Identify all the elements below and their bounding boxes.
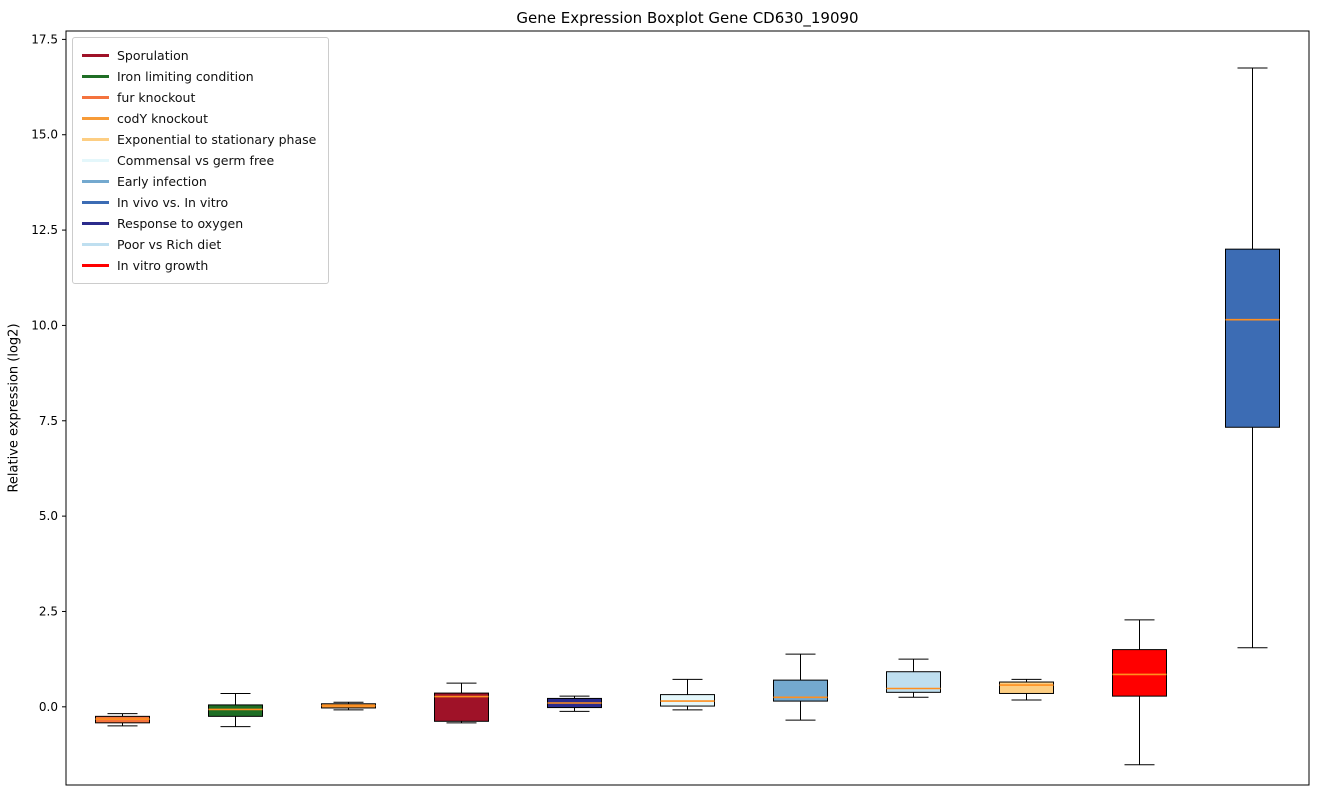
legend-swatch [82, 222, 109, 225]
legend-label: fur knockout [117, 90, 196, 105]
legend-label: codY knockout [117, 111, 209, 126]
legend-item-fur-knockout: fur knockout [82, 87, 316, 108]
legend-swatch [82, 54, 109, 57]
legend-swatch [82, 201, 109, 204]
legend-item-cody-knockout: codY knockout [82, 108, 316, 129]
box-in-vitro-growth [1112, 649, 1167, 697]
legend-label: Early infection [117, 174, 207, 189]
legend-label: Commensal vs germ free [117, 153, 275, 168]
chart-title: Gene Expression Boxplot Gene CD630_19090 [516, 9, 859, 27]
box-poor-vs-rich-diet [886, 671, 941, 693]
legend-swatch [82, 180, 109, 183]
plot-frame [65, 30, 1310, 786]
legend-item-in-vivo-vs-in-vitro: In vivo vs. In vitro [82, 192, 316, 213]
box-iron-limiting-condition [208, 704, 263, 717]
legend-label: In vivo vs. In vitro [117, 195, 229, 210]
box-sporulation [434, 692, 489, 722]
y-tick-label: 0.0 [39, 700, 58, 714]
legend-item-sporulation: Sporulation [82, 45, 316, 66]
legend-swatch [82, 75, 109, 78]
legend-item-iron-limiting-condition: Iron limiting condition [82, 66, 316, 87]
legend-swatch [82, 264, 109, 267]
legend-item-response-to-oxygen: Response to oxygen [82, 213, 316, 234]
legend-swatch [82, 243, 109, 246]
legend-swatch [82, 138, 109, 141]
legend-item-in-vitro-growth: In vitro growth [82, 255, 316, 276]
y-tick-label: 10.0 [31, 318, 58, 332]
y-tick-label: 15.0 [31, 128, 58, 142]
legend-swatch [82, 159, 109, 162]
legend-label: In vitro growth [117, 258, 209, 273]
legend-swatch [82, 96, 109, 99]
legend-swatch [82, 117, 109, 120]
legend-label: Sporulation [117, 48, 189, 63]
y-tick-label: 12.5 [31, 223, 58, 237]
legend-item-early-infection: Early infection [82, 171, 316, 192]
y-tick-label: 2.5 [39, 604, 58, 618]
legend-item-poor-vs-rich-diet: Poor vs Rich diet [82, 234, 316, 255]
y-tick-label: 17.5 [31, 32, 58, 46]
legend-label: Response to oxygen [117, 216, 244, 231]
y-tick-label: 7.5 [39, 414, 58, 428]
legend-label: Exponential to stationary phase [117, 132, 317, 147]
legend: Sporulation Iron limiting condition fur kn… [72, 37, 330, 284]
box-in-vivo-vs-in-vitro [1225, 248, 1280, 428]
legend-item-exponential-to-stationary-phase: Exponential to stationary phase [82, 129, 316, 150]
legend-label: Poor vs Rich diet [117, 237, 222, 252]
box-early-infection [773, 679, 828, 702]
y-tick-label: 5.0 [39, 509, 58, 523]
legend-label: Iron limiting condition [117, 69, 254, 84]
legend-item-commensal-vs-germ-free: Commensal vs germ free [82, 150, 316, 171]
box-exponential-to-stationary-phase [999, 681, 1054, 694]
